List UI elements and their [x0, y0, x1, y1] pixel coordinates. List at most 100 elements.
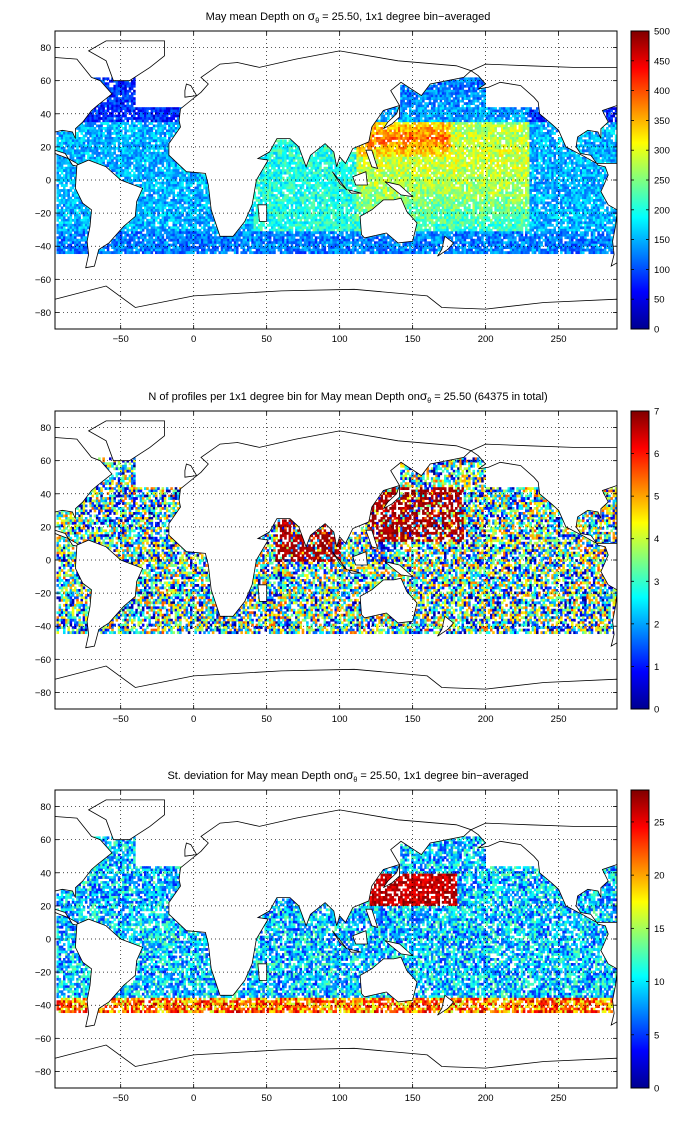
heatmap-cell — [512, 120, 515, 123]
heatmap-cell — [470, 117, 473, 120]
heatmap-cell — [122, 82, 125, 85]
heatmap-cell — [444, 112, 447, 115]
heatmap-cell — [133, 115, 136, 118]
heatmap-cell — [109, 117, 112, 120]
heatmap-cell — [111, 110, 114, 113]
heatmap-cell — [451, 105, 454, 108]
heatmap-cell — [525, 120, 528, 123]
heatmap-cell — [470, 90, 473, 93]
heatmap-cell — [118, 110, 121, 113]
heatmap-cell — [477, 82, 480, 85]
heatmap-cell — [473, 102, 476, 105]
heatmap-cell — [490, 110, 493, 113]
heatmap-cell — [409, 110, 412, 113]
heatmap-cell — [102, 115, 105, 118]
heatmap-cell — [525, 117, 528, 120]
heatmap-cell — [124, 115, 127, 118]
heatmap-cell — [177, 110, 180, 113]
heatmap-cell — [523, 115, 526, 118]
heatmap-cell — [448, 105, 451, 108]
heatmap-cell — [464, 90, 467, 93]
heatmap-cell — [153, 117, 156, 120]
heatmap-cell — [481, 115, 484, 118]
heatmap-cell — [477, 120, 480, 123]
heatmap-cell — [448, 95, 451, 98]
heatmap-cell — [442, 97, 445, 100]
heatmap-cell — [140, 117, 143, 120]
heatmap-cell — [514, 117, 517, 120]
heatmap-cell — [400, 102, 403, 105]
heatmap-cell — [418, 115, 421, 118]
heatmap-cell — [481, 82, 484, 85]
heatmap-cell — [486, 120, 489, 123]
heatmap-cell — [462, 117, 465, 120]
heatmap-cell — [424, 112, 427, 115]
heatmap-cell — [420, 100, 423, 103]
heatmap-cell — [462, 110, 465, 113]
heatmap-cell — [470, 110, 473, 113]
heatmap-cell — [451, 102, 454, 105]
heatmap-cell — [470, 80, 473, 83]
heatmap-cell — [455, 87, 458, 90]
heatmap-cell — [127, 117, 130, 120]
heatmap-cell — [499, 110, 502, 113]
heatmap-cell — [427, 115, 430, 118]
heatmap-cell — [505, 110, 508, 113]
heatmap-cell — [133, 100, 136, 103]
heatmap-cell — [118, 117, 121, 120]
heatmap-cell — [435, 85, 438, 88]
heatmap-cell — [151, 120, 154, 123]
heatmap-cell — [402, 110, 405, 113]
heatmap-cell — [146, 117, 149, 120]
heatmap-cell — [409, 102, 412, 105]
heatmap-cell — [536, 120, 539, 123]
heatmap-cell — [446, 82, 449, 85]
heatmap-cell — [433, 97, 436, 100]
heatmap-cell — [468, 97, 471, 100]
heatmap-cell — [131, 117, 134, 120]
heatmap-cell — [422, 97, 425, 100]
heatmap-cell — [453, 100, 456, 103]
heatmap-cell — [405, 120, 408, 123]
heatmap-cell — [455, 105, 458, 108]
heatmap-cell — [131, 87, 134, 90]
heatmap-cell — [610, 110, 613, 113]
heatmap-cell — [124, 112, 127, 115]
heatmap-cell — [466, 110, 469, 113]
heatmap-cell — [468, 115, 471, 118]
heatmap-cell — [124, 85, 127, 88]
panel-mean-depth: May mean Depth on σθ = 25.50, 1x1 degree… — [35, 9, 670, 345]
heatmap-cell — [405, 95, 408, 98]
heatmap-cell — [440, 90, 443, 93]
heatmap-cell — [508, 117, 511, 120]
heatmap-cell — [494, 117, 497, 120]
heatmap-cell — [435, 90, 438, 93]
heatmap-cell — [470, 102, 473, 105]
heatmap-cell — [475, 95, 478, 98]
heatmap-cell — [113, 105, 116, 108]
heatmap-cell — [532, 115, 535, 118]
heatmap-cell — [446, 95, 449, 98]
heatmap-cell — [473, 100, 476, 103]
heatmap-cell — [532, 120, 535, 123]
heatmap-cell — [446, 117, 449, 120]
heatmap-cell — [413, 97, 416, 100]
heatmap-cell — [409, 117, 412, 120]
heatmap-cell — [453, 80, 456, 83]
heatmap-cell — [133, 117, 136, 120]
heatmap-cell — [483, 120, 486, 123]
heatmap-cell — [422, 115, 425, 118]
heatmap-cell — [529, 115, 532, 118]
heatmap-cell — [175, 115, 178, 118]
heatmap-cell — [473, 115, 476, 118]
heatmap-cell — [144, 117, 147, 120]
heatmap-cell — [448, 102, 451, 105]
heatmap-cell — [118, 87, 121, 90]
heatmap-cell — [111, 115, 114, 118]
heatmap-cell — [610, 115, 613, 118]
heatmap-cell — [477, 105, 480, 108]
heatmap-cell — [407, 102, 410, 105]
heatmap-cell — [155, 110, 158, 113]
heatmap-cell — [470, 115, 473, 118]
heatmap-cell — [508, 115, 511, 118]
